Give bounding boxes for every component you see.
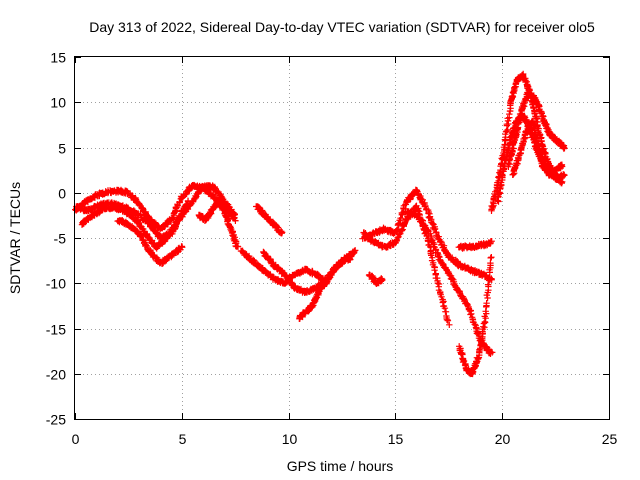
- chart-title: Day 313 of 2022, Sidereal Day-to-day VTE…: [89, 19, 595, 35]
- series-track-i: [359, 186, 495, 283]
- data-point-markers: [455, 238, 495, 252]
- plot-frame: [74, 56, 610, 420]
- y-tick-label: 5: [58, 141, 66, 157]
- y-tick-label: -10: [46, 276, 66, 292]
- x-axis-label: GPS time / hours: [287, 458, 394, 474]
- series-track-c: [78, 197, 192, 252]
- x-tick-label: 15: [388, 431, 404, 447]
- data-point-markers: [360, 202, 453, 328]
- y-tick-label: -25: [46, 412, 66, 428]
- data-point-markers: [509, 117, 568, 183]
- series-track-d: [114, 217, 186, 267]
- data-point-markers: [237, 247, 331, 287]
- x-tick-label: 5: [179, 431, 187, 447]
- x-tick-label: 25: [602, 431, 618, 447]
- series-track-k: [402, 208, 496, 357]
- data-point-markers: [114, 217, 186, 267]
- y-tick-label: 15: [50, 50, 66, 66]
- series-track-q: [505, 89, 568, 170]
- series-track-j: [360, 202, 453, 328]
- data-point-markers: [456, 254, 495, 378]
- data-points: [72, 70, 568, 378]
- y-tick-label: -5: [54, 231, 67, 247]
- series-track-g: [253, 203, 286, 237]
- x-tick-label: 20: [495, 431, 511, 447]
- data-point-markers: [359, 186, 495, 283]
- data-point-markers: [296, 253, 355, 322]
- series-track-e: [237, 247, 331, 287]
- series-track-l: [365, 271, 386, 287]
- data-point-markers: [253, 203, 286, 237]
- y-tick-label: 10: [50, 95, 66, 111]
- x-tick-label: 0: [72, 431, 80, 447]
- series-track-h: [296, 253, 355, 322]
- y-tick-label: -20: [46, 367, 66, 383]
- series-track-r: [509, 117, 568, 183]
- series-track-s: [195, 197, 242, 250]
- y-axis-label: SDTVAR / TECUs: [7, 182, 23, 294]
- y-tick-labels: -25 -20 -15 -10 -5 0 5 10 15: [46, 50, 66, 428]
- data-point-markers: [402, 208, 496, 357]
- data-point-markers: [365, 271, 386, 287]
- x-tick-labels: 0 5 10 15 20 25: [72, 431, 618, 447]
- data-point-markers: [195, 197, 242, 250]
- series-track-m: [456, 254, 495, 378]
- data-point-markers: [505, 89, 568, 170]
- y-tick-label: 0: [58, 186, 66, 202]
- series-track-n: [455, 238, 495, 252]
- x-tick-label: 10: [282, 431, 298, 447]
- y-tick-label: -15: [46, 322, 66, 338]
- data-point-markers: [78, 197, 192, 252]
- grid: [75, 57, 609, 419]
